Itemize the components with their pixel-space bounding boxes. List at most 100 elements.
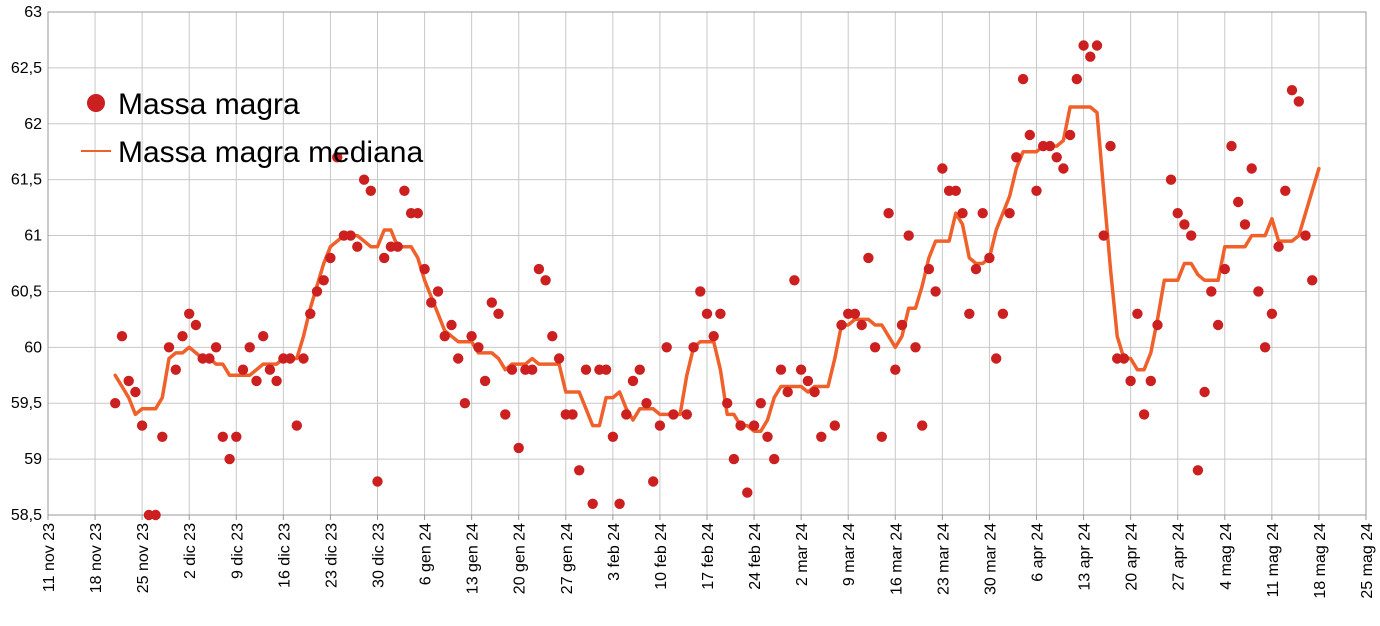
data-point (829, 420, 840, 431)
data-point (1138, 409, 1150, 420)
x-tick-label: 23 mar 24 (935, 523, 952, 595)
x-tick-label: 20 apr 24 (1124, 523, 1141, 591)
data-point (1192, 465, 1204, 476)
scatter-points-series (110, 40, 1318, 521)
data-point (654, 420, 666, 431)
data-point (506, 364, 518, 375)
x-tick-label: 18 nov 23 (88, 523, 105, 593)
y-tick-label: 60,5 (11, 283, 42, 300)
data-point (795, 364, 807, 375)
y-tick-label: 58,5 (11, 507, 42, 524)
x-tick-label: 20 gen 24 (512, 523, 529, 594)
x-tick-label: 2 dic 23 (182, 523, 199, 579)
data-point (1179, 219, 1190, 230)
data-point (701, 308, 713, 319)
data-point (190, 319, 202, 331)
data-point (869, 342, 881, 353)
data-point (836, 319, 847, 331)
data-point (567, 409, 578, 420)
data-point (170, 364, 181, 375)
x-tick-label: 11 nov 23 (41, 523, 58, 592)
data-point (1206, 286, 1217, 297)
data-point (1246, 163, 1257, 174)
data-point (1300, 230, 1311, 241)
data-point (466, 331, 477, 342)
y-tick-label: 62,5 (11, 60, 42, 77)
data-point (849, 308, 861, 319)
data-point (419, 263, 430, 275)
data-point (1212, 319, 1224, 331)
data-point (204, 353, 215, 364)
data-point (1165, 174, 1177, 185)
data-point (1186, 230, 1197, 241)
data-point (318, 275, 329, 286)
data-point (1199, 386, 1210, 398)
data-point (1273, 241, 1284, 252)
x-tick-label: 6 gen 24 (418, 523, 435, 585)
data-point (1239, 219, 1251, 230)
data-point (883, 208, 894, 219)
x-tick-label: 13 apr 24 (1077, 523, 1094, 591)
x-tick-label: 3 feb 24 (606, 523, 623, 581)
data-point (742, 487, 753, 498)
data-point (533, 263, 545, 275)
data-point (903, 230, 914, 241)
data-point (748, 420, 760, 431)
x-tick-label: 16 mar 24 (888, 523, 905, 595)
data-point (1233, 196, 1244, 208)
data-point (291, 420, 302, 431)
x-tick-label: 16 dic 23 (276, 523, 293, 588)
data-point (163, 342, 175, 353)
data-point (930, 286, 941, 297)
x-tick-label: 18 mag 24 (1312, 523, 1329, 599)
data-point (876, 431, 887, 442)
data-point (1307, 275, 1318, 286)
data-point (634, 364, 645, 375)
y-tick-label: 59,5 (11, 395, 42, 412)
data-point (486, 297, 497, 308)
data-point (150, 509, 161, 521)
data-point (136, 420, 148, 431)
data-point (157, 431, 168, 442)
data-point (1105, 140, 1116, 152)
data-point (890, 364, 901, 375)
data-point (298, 353, 309, 364)
data-point (217, 431, 228, 442)
data-point (231, 431, 242, 442)
legend-label-massa-magra-mediana: Massa magra mediana (118, 136, 423, 169)
data-point (1226, 140, 1237, 152)
data-point (1132, 308, 1143, 319)
x-tick-label: 23 dic 23 (323, 523, 340, 588)
data-point (210, 342, 222, 353)
data-point (984, 252, 995, 264)
legend: Massa magra Massa magra mediana (81, 88, 423, 169)
x-tick-label: 11 mag 24 (1265, 523, 1282, 598)
data-point (1152, 319, 1163, 331)
x-tick-label: 9 dic 23 (229, 523, 246, 579)
data-point (527, 364, 538, 375)
data-point (856, 319, 867, 331)
data-point (123, 375, 134, 387)
data-point (432, 286, 444, 297)
data-point (1058, 163, 1069, 174)
data-point (553, 353, 565, 364)
y-tick-label: 62 (24, 116, 42, 133)
data-point (1064, 129, 1076, 141)
data-point (1280, 185, 1291, 196)
legend-label-massa-magra: Massa magra (118, 88, 300, 121)
data-point (1293, 96, 1305, 107)
data-point (547, 331, 558, 342)
data-point (1071, 73, 1083, 85)
data-point (459, 398, 471, 409)
data-point (392, 241, 403, 252)
data-point (715, 308, 726, 319)
data-point (244, 342, 255, 353)
data-point (258, 331, 269, 342)
data-point (305, 308, 316, 319)
data-point (1219, 263, 1231, 275)
data-point (352, 241, 363, 252)
data-point (237, 364, 249, 375)
x-tick-label: 2 mar 24 (794, 523, 811, 586)
data-point (863, 252, 874, 264)
